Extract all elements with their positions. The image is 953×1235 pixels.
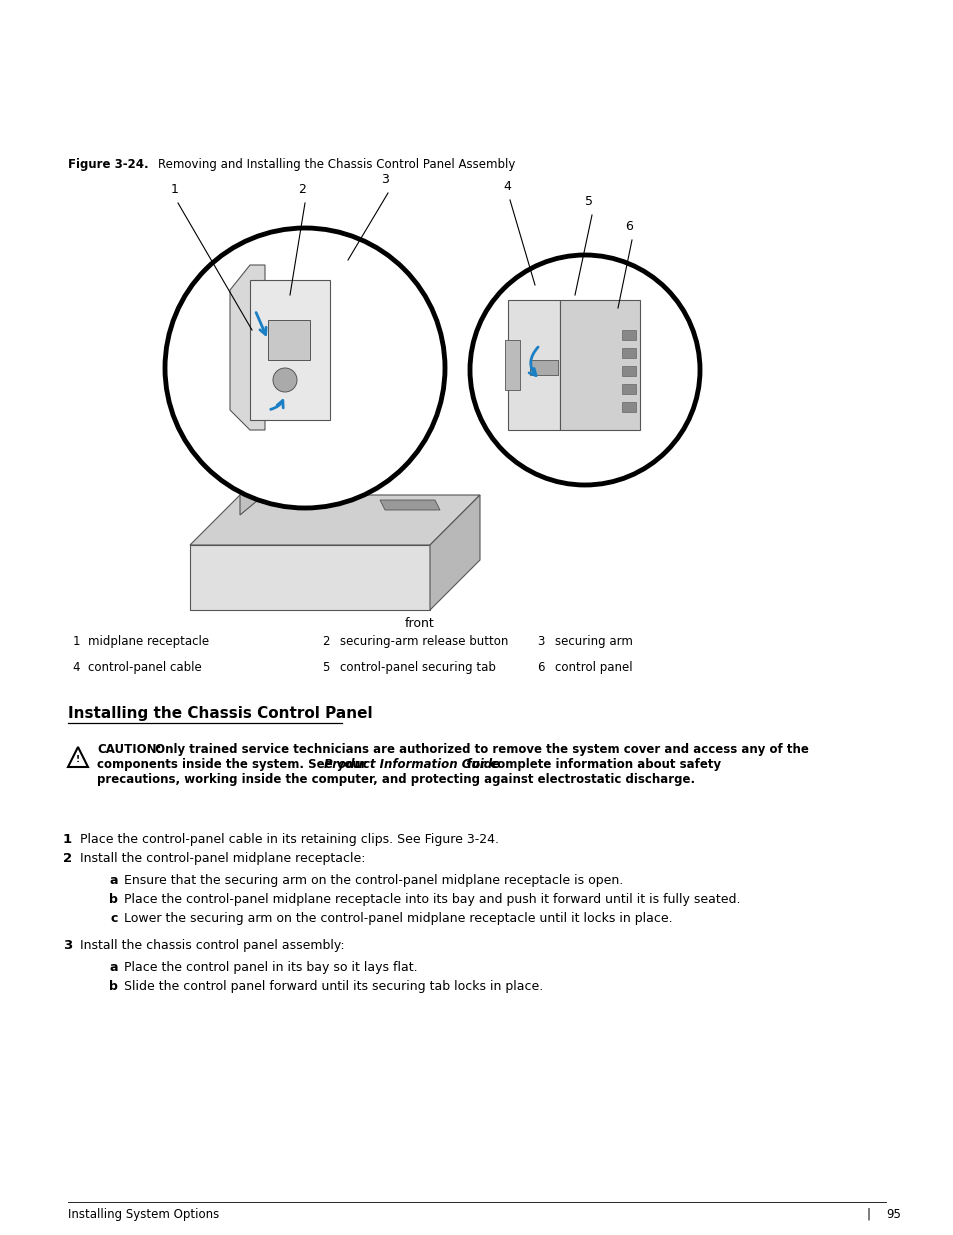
Text: !: ! bbox=[76, 755, 80, 763]
Text: 1: 1 bbox=[63, 832, 71, 846]
Text: Product Information Guide: Product Information Guide bbox=[324, 758, 499, 771]
Text: components inside the system. See your: components inside the system. See your bbox=[97, 758, 370, 771]
Text: a: a bbox=[110, 874, 118, 887]
Polygon shape bbox=[190, 495, 479, 545]
Text: Place the control-panel cable in its retaining clips. See Figure 3-24.: Place the control-panel cable in its ret… bbox=[80, 832, 498, 846]
Text: securing-arm release button: securing-arm release button bbox=[339, 635, 508, 648]
Circle shape bbox=[470, 254, 700, 485]
Text: control-panel securing tab: control-panel securing tab bbox=[339, 661, 496, 674]
Text: Slide the control panel forward until its securing tab locks in place.: Slide the control panel forward until it… bbox=[124, 981, 542, 993]
Text: 2: 2 bbox=[63, 852, 71, 864]
Polygon shape bbox=[430, 495, 479, 610]
Text: Only trained service technicians are authorized to remove the system cover and a: Only trained service technicians are aut… bbox=[151, 743, 808, 756]
Text: Installing System Options: Installing System Options bbox=[68, 1208, 219, 1221]
Text: control-panel cable: control-panel cable bbox=[88, 661, 201, 674]
Polygon shape bbox=[230, 266, 265, 430]
Text: 6: 6 bbox=[537, 661, 544, 674]
Text: Removing and Installing the Chassis Control Panel Assembly: Removing and Installing the Chassis Cont… bbox=[143, 158, 515, 170]
Polygon shape bbox=[268, 320, 310, 359]
Text: 3: 3 bbox=[63, 939, 71, 952]
Text: Install the control-panel midplane receptacle:: Install the control-panel midplane recep… bbox=[80, 852, 365, 864]
Polygon shape bbox=[530, 359, 558, 375]
Text: 4: 4 bbox=[72, 661, 80, 674]
Text: 5: 5 bbox=[584, 195, 593, 207]
Text: for complete information about safety: for complete information about safety bbox=[467, 758, 720, 771]
Text: midplane receptacle: midplane receptacle bbox=[88, 635, 209, 648]
Polygon shape bbox=[621, 366, 636, 375]
Polygon shape bbox=[507, 300, 559, 430]
Polygon shape bbox=[240, 466, 270, 515]
Text: Figure 3-24.: Figure 3-24. bbox=[68, 158, 149, 170]
Text: Install the chassis control panel assembly:: Install the chassis control panel assemb… bbox=[80, 939, 344, 952]
Text: b: b bbox=[109, 981, 118, 993]
Polygon shape bbox=[621, 384, 636, 394]
Text: Place the control panel in its bay so it lays flat.: Place the control panel in its bay so it… bbox=[124, 961, 417, 974]
Polygon shape bbox=[190, 545, 430, 610]
Text: a: a bbox=[110, 961, 118, 974]
Text: 1: 1 bbox=[171, 183, 179, 196]
Polygon shape bbox=[379, 500, 439, 510]
Polygon shape bbox=[559, 300, 639, 430]
Text: Lower the securing arm on the control-panel midplane receptacle until it locks i: Lower the securing arm on the control-pa… bbox=[124, 911, 672, 925]
Polygon shape bbox=[621, 348, 636, 358]
Text: precautions, working inside the computer, and protecting against electrostatic d: precautions, working inside the computer… bbox=[97, 773, 695, 785]
Text: front: front bbox=[405, 618, 435, 630]
Text: |: | bbox=[866, 1208, 870, 1221]
Text: 3: 3 bbox=[380, 173, 389, 186]
Text: c: c bbox=[111, 911, 118, 925]
Polygon shape bbox=[504, 340, 519, 390]
Polygon shape bbox=[250, 280, 330, 420]
Text: 6: 6 bbox=[624, 220, 632, 233]
Text: CAUTION:: CAUTION: bbox=[97, 743, 161, 756]
Text: Place the control-panel midplane receptacle into its bay and push it forward unt: Place the control-panel midplane recepta… bbox=[124, 893, 740, 906]
Text: control panel: control panel bbox=[555, 661, 632, 674]
Text: securing arm: securing arm bbox=[555, 635, 632, 648]
Text: Ensure that the securing arm on the control-panel midplane receptacle is open.: Ensure that the securing arm on the cont… bbox=[124, 874, 622, 887]
Text: 1: 1 bbox=[72, 635, 80, 648]
Text: 2: 2 bbox=[322, 635, 330, 648]
Text: b: b bbox=[109, 893, 118, 906]
Polygon shape bbox=[621, 403, 636, 412]
Text: 2: 2 bbox=[297, 183, 306, 196]
Text: 4: 4 bbox=[502, 180, 511, 193]
Text: 95: 95 bbox=[885, 1208, 900, 1221]
Text: Installing the Chassis Control Panel: Installing the Chassis Control Panel bbox=[68, 706, 373, 721]
Polygon shape bbox=[621, 330, 636, 340]
Text: 5: 5 bbox=[322, 661, 330, 674]
Text: 3: 3 bbox=[537, 635, 544, 648]
Circle shape bbox=[165, 228, 444, 508]
Circle shape bbox=[273, 368, 296, 391]
